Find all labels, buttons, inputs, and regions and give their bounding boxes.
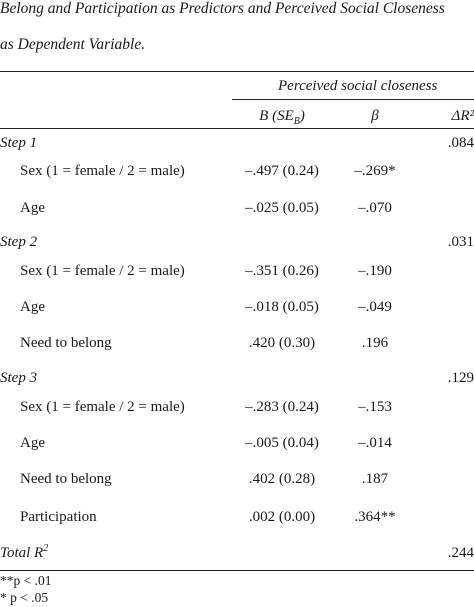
- b-value: .420 (0.30): [248, 335, 316, 351]
- predictor-name: Sex (1 = female / 2 = male): [20, 263, 185, 279]
- predictor-name: Need to belong: [20, 471, 112, 487]
- step-delta-r2: .129: [447, 370, 474, 386]
- total-label: Total R2: [0, 543, 49, 562]
- total-value: .244: [447, 545, 474, 561]
- beta-value: –.153: [358, 399, 392, 415]
- caption-line-1: Belong and Participation as Predictors a…: [0, 0, 445, 17]
- step-label: Step 1: [0, 135, 38, 151]
- beta-value: .196: [361, 335, 389, 351]
- beta-value: –.190: [358, 263, 392, 279]
- predictor-name: Age: [20, 435, 45, 451]
- predictor-name: Sex (1 = female / 2 = male): [20, 163, 185, 179]
- header-rule: [0, 128, 474, 129]
- predictor-name: Age: [20, 200, 45, 216]
- beta-value: –.014: [358, 435, 392, 451]
- predictor-name: Sex (1 = female / 2 = male): [20, 399, 185, 415]
- b-value: –.351 (0.26): [245, 263, 319, 279]
- beta-value: –.049: [358, 299, 392, 315]
- b-value: –.497 (0.24): [245, 163, 319, 179]
- caption-line-2: as Dependent Variable.: [0, 36, 146, 53]
- b-value: –.025 (0.05): [245, 200, 319, 216]
- step-delta-r2: .084: [447, 135, 474, 151]
- bottom-rule: [0, 570, 474, 571]
- b-value: –.018 (0.05): [245, 299, 319, 315]
- predictor-name: Participation: [20, 509, 97, 525]
- top-rule: [0, 71, 474, 72]
- beta-value: –.269*: [354, 163, 396, 179]
- column-group-rule: [232, 99, 474, 100]
- step-label: Step 3: [0, 370, 38, 386]
- note-p05: * p < .05: [0, 590, 49, 605]
- header-beta: β: [371, 108, 379, 124]
- step-delta-r2: .031: [447, 234, 474, 250]
- predictor-name: Age: [20, 299, 45, 315]
- column-group-label: Perceived social closeness: [278, 78, 438, 94]
- b-value: –.005 (0.04): [245, 435, 319, 451]
- beta-value: .187: [361, 471, 389, 487]
- b-value: .402 (0.28): [248, 471, 316, 487]
- b-value: –.283 (0.24): [245, 399, 319, 415]
- b-value: .002 (0.00): [248, 509, 316, 525]
- header-b: B (SEB): [259, 108, 305, 127]
- header-delta-r2: ΔR²: [451, 108, 474, 124]
- beta-value: .364**: [354, 509, 396, 525]
- predictor-name: Need to belong: [20, 335, 112, 351]
- note-p01: **p < .01: [0, 573, 52, 588]
- beta-value: –.070: [358, 200, 392, 216]
- step-label: Step 2: [0, 234, 38, 250]
